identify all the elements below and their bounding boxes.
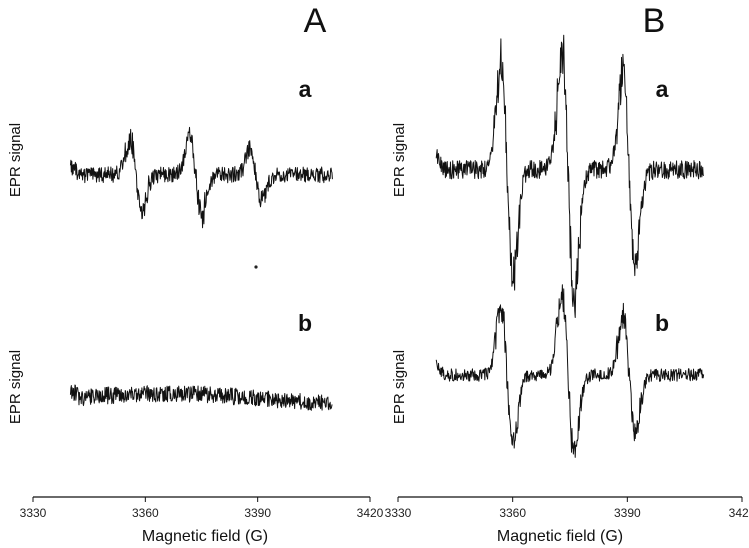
- epr-trace-a-a: [69, 126, 333, 229]
- trace-label-b-b: b: [655, 310, 669, 336]
- x-tick-label-a: 3390: [244, 506, 271, 520]
- y-axis-label-a-b: EPR signal: [7, 350, 24, 424]
- trace-label-a-a: a: [299, 76, 312, 102]
- epr-trace-a-b: [69, 384, 333, 411]
- x-axis-label-b: Magnetic field (G): [497, 528, 623, 545]
- x-tick-label-a: 3360: [132, 506, 159, 520]
- plot-layer: 33303360339034203330336033903420: [20, 34, 749, 520]
- y-axis-label-b-b: EPR signal: [391, 350, 408, 424]
- x-tick-label-b: 3420: [729, 506, 749, 520]
- x-tick-label-a: 3330: [20, 506, 47, 520]
- trace-label-b-a: a: [656, 76, 669, 102]
- y-axis-label-a-a: EPR signal: [7, 123, 24, 197]
- x-tick-label-a: 3420: [357, 506, 384, 520]
- epr-trace-b-a: [435, 34, 705, 318]
- panel-letter-b: B: [643, 2, 666, 40]
- x-tick-label-b: 3360: [499, 506, 526, 520]
- stray-dot: [254, 265, 258, 269]
- epr-trace-b-b: [435, 284, 705, 458]
- panel-letter-a: A: [304, 2, 327, 40]
- x-tick-label-b: 3390: [614, 506, 641, 520]
- y-axis-label-b-a: EPR signal: [391, 123, 408, 197]
- x-axis-label-a: Magnetic field (G): [142, 528, 268, 545]
- x-tick-label-b: 3330: [385, 506, 412, 520]
- trace-label-a-b: b: [298, 310, 312, 336]
